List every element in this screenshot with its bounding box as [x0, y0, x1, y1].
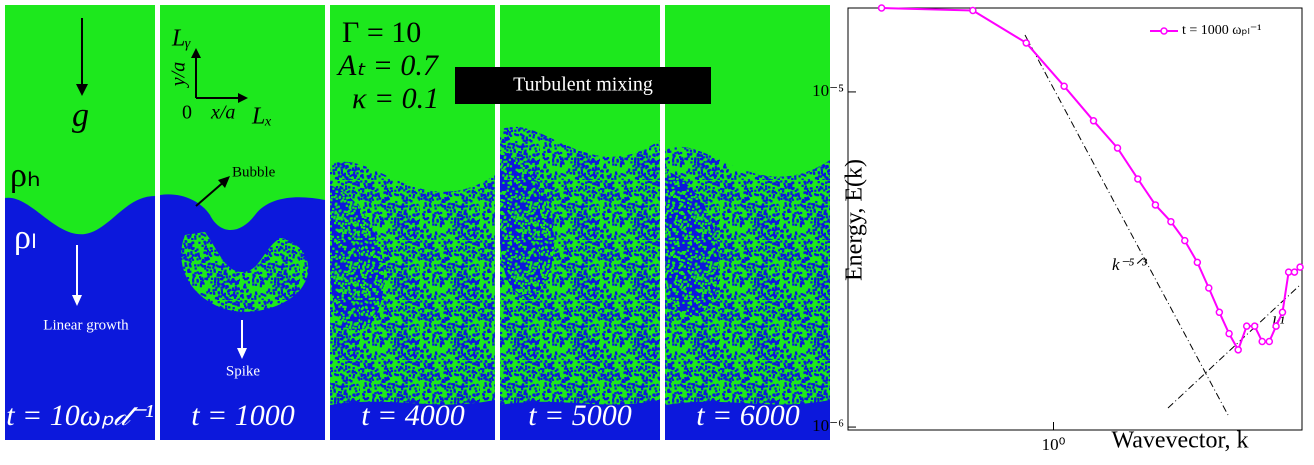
- spike-arrow-head: [237, 348, 247, 359]
- reference-line: [1024, 34, 1229, 416]
- time-label: t = 5000: [528, 399, 632, 432]
- axis-x-arrow-head: [238, 93, 248, 103]
- data-point: [877, 4, 886, 12]
- gravity-arrow-head: [76, 84, 88, 96]
- fluid-heavy: [330, 400, 495, 440]
- bubble-arrow: [195, 179, 227, 207]
- data-point: [1193, 258, 1202, 267]
- data-point: [969, 6, 977, 15]
- data-point: [1272, 322, 1280, 330]
- rho-h: ρₕ: [10, 157, 41, 194]
- plot-frame: [847, 7, 1303, 431]
- y-tick-label: 10⁻⁵: [812, 81, 844, 100]
- axis-lx: Lₓ: [251, 104, 272, 130]
- fluid-heavy: [665, 400, 830, 440]
- data-point: [1215, 308, 1224, 317]
- data-point: [1225, 329, 1233, 338]
- parameter: Aₜ = 0.7: [336, 49, 440, 82]
- data-point: [1113, 144, 1122, 152]
- axis-ly: Lᵧ: [171, 26, 191, 52]
- spike-mushroom: [181, 232, 309, 312]
- axis-xa: x/a: [210, 102, 235, 124]
- data-point: [1258, 337, 1266, 346]
- axis-y-arrow-head: [191, 48, 201, 58]
- legend-label: t = 1000 ωₚₗ⁻¹: [1182, 23, 1261, 38]
- time-labels: t = 10ωₚ𝒹⁻¹ t = 1000 t = 4000 t = 5000 t = 6…: [6, 399, 800, 432]
- data-point: [1290, 268, 1299, 276]
- data-point: [1250, 322, 1259, 330]
- data-point: [1089, 117, 1098, 125]
- fluid-heavy: [500, 400, 660, 440]
- data-point: [1151, 201, 1160, 209]
- spike-label: Spike: [226, 363, 261, 379]
- parameter: κ = 0.1: [352, 82, 439, 115]
- parameter: Γ = 10: [342, 16, 421, 49]
- reference-line: [1167, 284, 1301, 409]
- time-label: t = 4000: [361, 399, 465, 432]
- data-point: [1242, 322, 1251, 330]
- growth-arrow-head: [72, 295, 82, 306]
- data-point: [1167, 217, 1175, 226]
- data-point: [1265, 337, 1274, 346]
- data-point: [1296, 263, 1304, 271]
- data-point: [1022, 39, 1030, 47]
- data-point: [1278, 308, 1287, 317]
- mixing-zone: [330, 185, 385, 331]
- fluid-heavy: [5, 196, 155, 440]
- bubble-label: Bubble: [232, 164, 276, 180]
- axis-ya: y/a: [168, 62, 190, 88]
- slope-label: k⁻⁵ᐟ³: [1112, 255, 1148, 274]
- data-point: [1284, 268, 1293, 276]
- simulation-panels: [5, 5, 830, 440]
- x-tick-label: 10⁰: [1042, 435, 1066, 454]
- linear-growth-label: Linear growth: [43, 317, 129, 333]
- bubble-arrow-head: [218, 176, 230, 188]
- banner-box: [455, 67, 711, 104]
- x-axis-label: Wavevector, k: [1111, 428, 1248, 454]
- time-label: t = 10ωₚ𝒹⁻¹: [6, 399, 154, 432]
- gravity-label: g: [72, 97, 89, 134]
- data-point: [1181, 236, 1189, 245]
- time-label: t = 6000: [696, 399, 800, 432]
- y-axis-label: Energy, E(k): [842, 159, 868, 281]
- time-label: t = 1000: [191, 399, 295, 432]
- series-line: [881, 7, 1301, 353]
- data-point: [1134, 175, 1142, 183]
- axis-zero: 0: [182, 102, 192, 124]
- y-tick-label: 10⁻⁶: [812, 416, 844, 435]
- rho-l: ρₗ: [14, 219, 37, 256]
- data-point: [1205, 284, 1213, 292]
- data-point: [1234, 346, 1242, 354]
- legend-marker: [1160, 27, 1168, 35]
- data-point: [1060, 82, 1068, 90]
- mixing-zone: [665, 170, 720, 316]
- mixing-zone: [500, 150, 555, 296]
- banner: Turbulent mixing: [513, 74, 653, 96]
